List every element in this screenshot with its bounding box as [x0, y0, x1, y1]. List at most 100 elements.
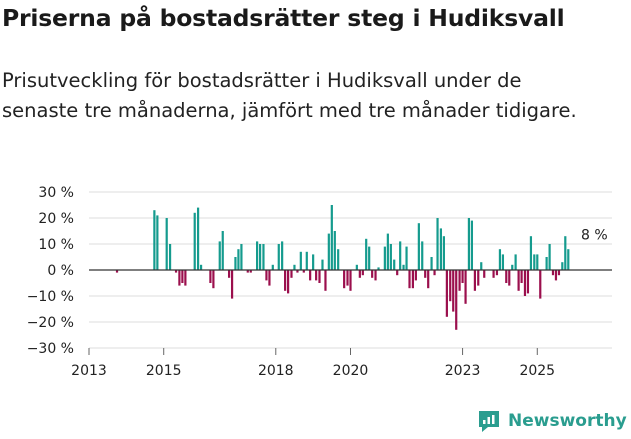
bar — [445, 270, 448, 317]
bar — [520, 270, 523, 283]
bar — [551, 270, 555, 276]
bar — [240, 244, 243, 270]
y-tick-label: 10 % — [38, 237, 74, 253]
bar — [249, 270, 252, 273]
bar — [393, 259, 396, 270]
bar — [433, 270, 436, 276]
bar — [386, 233, 389, 270]
bar — [209, 270, 212, 283]
bar — [218, 241, 221, 270]
bar — [193, 212, 196, 270]
x-tick-label: 2020 — [333, 363, 369, 379]
bar — [396, 270, 399, 276]
y-tick-label: −10 % — [27, 289, 74, 305]
bar — [408, 270, 411, 289]
bar — [184, 270, 187, 286]
bar — [377, 267, 380, 270]
bar — [365, 238, 368, 270]
bar — [495, 270, 499, 276]
newsworthy-logo: Newsworthy — [476, 408, 627, 434]
bars — [115, 205, 570, 330]
bar — [442, 236, 445, 270]
bar — [371, 270, 374, 278]
bar — [259, 244, 262, 270]
bar — [533, 254, 536, 270]
x-tick-label: 2013 — [71, 363, 107, 379]
bar — [417, 223, 420, 270]
bar — [212, 270, 215, 289]
bar — [168, 244, 172, 270]
chart-subtitle: Prisutveckling för bostadsrätter i Hudik… — [2, 69, 577, 122]
bar — [461, 270, 464, 283]
bar — [324, 270, 327, 291]
bar — [526, 270, 530, 294]
bar — [327, 233, 330, 270]
bar — [564, 236, 567, 270]
bar — [529, 236, 533, 270]
bar — [492, 270, 495, 278]
bar — [337, 249, 340, 270]
bar — [199, 264, 203, 270]
bar — [405, 246, 408, 270]
x-axis: 2013 2015 2018 2020 2023 2025 — [71, 348, 555, 379]
bar — [554, 270, 558, 281]
bar — [315, 270, 318, 281]
bar — [271, 264, 274, 270]
bar — [464, 270, 467, 304]
bar — [262, 244, 265, 270]
bar — [498, 249, 502, 270]
x-tick-label: 2015 — [146, 363, 182, 379]
x-tick-label: 2018 — [258, 363, 294, 379]
bar — [349, 270, 352, 291]
bar — [424, 270, 427, 278]
bar — [545, 257, 548, 270]
bar — [523, 270, 527, 296]
bar — [517, 270, 520, 291]
bar — [299, 251, 302, 270]
bar — [399, 241, 402, 270]
y-tick-label: −30 % — [27, 341, 74, 357]
bar — [178, 270, 181, 286]
bar — [470, 220, 474, 270]
bar — [287, 270, 290, 294]
bar — [237, 249, 240, 270]
bar — [333, 231, 336, 270]
bar — [458, 270, 461, 291]
y-tick-label: −20 % — [27, 315, 74, 331]
y-tick-label: 0 % — [47, 263, 74, 279]
bar — [539, 270, 542, 299]
bar — [246, 270, 249, 273]
bar — [268, 270, 271, 286]
newsworthy-icon — [479, 411, 499, 432]
bar — [165, 218, 168, 270]
bar — [436, 218, 439, 270]
bar — [548, 244, 551, 270]
bar — [368, 246, 371, 270]
bar — [514, 254, 517, 270]
bar — [421, 241, 424, 270]
bar — [383, 246, 386, 270]
bar — [439, 228, 442, 270]
bar — [277, 244, 280, 270]
bar — [505, 270, 508, 283]
bar — [402, 264, 405, 270]
bar — [234, 257, 237, 270]
bar — [309, 270, 312, 281]
bar — [312, 254, 315, 270]
bar — [452, 270, 455, 312]
y-tick-label: 30 % — [38, 185, 74, 201]
bar — [346, 270, 349, 286]
bar — [483, 270, 486, 278]
bar — [473, 270, 476, 291]
bar — [374, 270, 377, 281]
bar — [153, 210, 156, 270]
bar — [358, 270, 361, 278]
bar — [156, 215, 159, 270]
bar — [355, 264, 358, 270]
chart-title: Priserna på bostadsrätter steg i Hudiksv… — [2, 4, 565, 32]
y-tick-label: 20 % — [38, 211, 74, 227]
bar — [430, 257, 433, 270]
bar — [181, 270, 184, 283]
bar — [455, 270, 458, 330]
